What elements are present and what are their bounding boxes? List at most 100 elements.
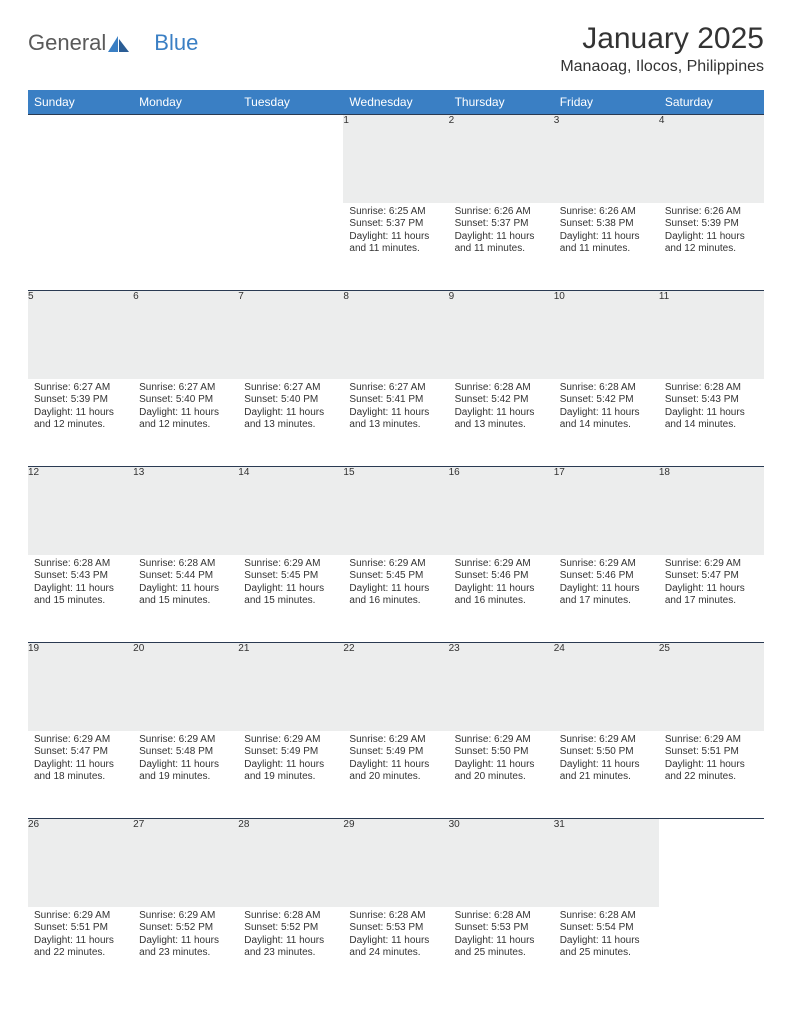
- day-cell: Sunrise: 6:29 AMSunset: 5:46 PMDaylight:…: [449, 555, 554, 643]
- daylight-text: and 13 minutes.: [349, 419, 442, 432]
- daylight-text: and 24 minutes.: [349, 947, 442, 960]
- empty-cell: [133, 203, 238, 291]
- daynum-row: 567891011: [28, 291, 764, 379]
- day-number: 8: [343, 291, 448, 379]
- sunset-text: Sunset: 5:42 PM: [455, 394, 548, 407]
- day-number: 15: [343, 467, 448, 555]
- day-header: Tuesday: [238, 90, 343, 115]
- daylight-text: Daylight: 11 hours: [560, 407, 653, 420]
- day-cell-body: Sunrise: 6:29 AMSunset: 5:45 PMDaylight:…: [343, 555, 448, 614]
- daylight-text: and 25 minutes.: [455, 947, 548, 960]
- empty-cell: [28, 203, 133, 291]
- day-header: Sunday: [28, 90, 133, 115]
- day-number: 5: [28, 291, 133, 379]
- sunrise-text: Sunrise: 6:28 AM: [349, 910, 442, 923]
- sunrise-text: Sunrise: 6:28 AM: [560, 910, 653, 923]
- day-number: 28: [238, 819, 343, 907]
- day-cell: Sunrise: 6:28 AMSunset: 5:43 PMDaylight:…: [659, 379, 764, 467]
- sunrise-text: Sunrise: 6:28 AM: [455, 382, 548, 395]
- day-cell-body: Sunrise: 6:26 AMSunset: 5:38 PMDaylight:…: [554, 203, 659, 262]
- daynum-row: 262728293031: [28, 819, 764, 907]
- empty-daynum: [238, 115, 343, 203]
- daylight-text: and 11 minutes.: [560, 243, 653, 256]
- day-cell: Sunrise: 6:27 AMSunset: 5:40 PMDaylight:…: [238, 379, 343, 467]
- day-cell-body: Sunrise: 6:28 AMSunset: 5:43 PMDaylight:…: [659, 379, 764, 438]
- sunrise-text: Sunrise: 6:27 AM: [244, 382, 337, 395]
- daylight-text: Daylight: 11 hours: [244, 935, 337, 948]
- daylight-text: Daylight: 11 hours: [665, 759, 758, 772]
- sunset-text: Sunset: 5:39 PM: [34, 394, 127, 407]
- sunrise-text: Sunrise: 6:29 AM: [560, 734, 653, 747]
- day-cell: Sunrise: 6:29 AMSunset: 5:45 PMDaylight:…: [343, 555, 448, 643]
- sunrise-text: Sunrise: 6:28 AM: [139, 558, 232, 571]
- day-cell-body: Sunrise: 6:26 AMSunset: 5:37 PMDaylight:…: [449, 203, 554, 262]
- daylight-text: and 23 minutes.: [139, 947, 232, 960]
- day-cell-body: Sunrise: 6:29 AMSunset: 5:46 PMDaylight:…: [449, 555, 554, 614]
- day-number: 17: [554, 467, 659, 555]
- sunrise-text: Sunrise: 6:28 AM: [560, 382, 653, 395]
- day-cell-body: Sunrise: 6:29 AMSunset: 5:49 PMDaylight:…: [343, 731, 448, 790]
- day-cell-body: Sunrise: 6:28 AMSunset: 5:43 PMDaylight:…: [28, 555, 133, 614]
- empty-daynum: [133, 115, 238, 203]
- week-row: Sunrise: 6:27 AM Sunset: 5:39 PM Daylight:…: [28, 379, 764, 467]
- day-number: 22: [343, 643, 448, 731]
- day-number: 27: [133, 819, 238, 907]
- daylight-text: and 13 minutes.: [455, 419, 548, 432]
- day-cell-body: Sunrise: 6:29 AMSunset: 5:50 PMDaylight:…: [449, 731, 554, 790]
- logo: General Blue: [28, 22, 198, 56]
- day-cell: Sunrise: 6:28 AMSunset: 5:53 PMDaylight:…: [343, 907, 448, 995]
- sunset-text: Sunset: 5:53 PM: [349, 922, 442, 935]
- empty-daynum: [28, 115, 133, 203]
- empty-cell: [238, 203, 343, 291]
- daylight-text: and 20 minutes.: [349, 771, 442, 784]
- sunrise-text: Sunrise: 6:29 AM: [349, 558, 442, 571]
- sunset-text: Sunset: 5:45 PM: [349, 570, 442, 583]
- sunset-text: Sunset: 5:52 PM: [139, 922, 232, 935]
- sunset-text: Sunset: 5:40 PM: [139, 394, 232, 407]
- sunset-text: Sunset: 5:53 PM: [455, 922, 548, 935]
- sunset-text: Sunset: 5:50 PM: [455, 746, 548, 759]
- sunset-text: Sunset: 5:48 PM: [139, 746, 232, 759]
- daylight-text: and 16 minutes.: [349, 595, 442, 608]
- sunset-text: Sunset: 5:51 PM: [34, 922, 127, 935]
- sunrise-text: Sunrise: 6:29 AM: [665, 558, 758, 571]
- daylight-text: and 15 minutes.: [139, 595, 232, 608]
- day-cell: Sunrise: 6:25 AMSunset: 5:37 PMDaylight:…: [343, 203, 448, 291]
- day-number: 26: [28, 819, 133, 907]
- sunset-text: Sunset: 5:40 PM: [244, 394, 337, 407]
- daylight-text: Daylight: 11 hours: [560, 759, 653, 772]
- sunset-text: Sunset: 5:47 PM: [34, 746, 127, 759]
- sunset-text: Sunset: 5:46 PM: [560, 570, 653, 583]
- day-number: 19: [28, 643, 133, 731]
- daynum-row: 1234: [28, 115, 764, 203]
- day-cell: Sunrise: 6:29 AMSunset: 5:50 PMDaylight:…: [554, 731, 659, 819]
- daylight-text: and 25 minutes.: [560, 947, 653, 960]
- month-title: January 2025: [560, 22, 764, 56]
- day-number: 24: [554, 643, 659, 731]
- sunrise-text: Sunrise: 6:29 AM: [244, 558, 337, 571]
- sunrise-text: Sunrise: 6:26 AM: [560, 206, 653, 219]
- day-cell-body: Sunrise: 6:29 AMSunset: 5:47 PMDaylight:…: [28, 731, 133, 790]
- day-number: 18: [659, 467, 764, 555]
- daylight-text: Daylight: 11 hours: [349, 407, 442, 420]
- daylight-text: and 18 minutes.: [34, 771, 127, 784]
- sunset-text: Sunset: 5:47 PM: [665, 570, 758, 583]
- day-cell-body: Sunrise: 6:28 AMSunset: 5:53 PMDaylight:…: [343, 907, 448, 966]
- sunrise-text: Sunrise: 6:29 AM: [455, 558, 548, 571]
- daylight-text: Daylight: 11 hours: [349, 583, 442, 596]
- daylight-text: Daylight: 11 hours: [349, 759, 442, 772]
- sunrise-text: Sunrise: 6:28 AM: [455, 910, 548, 923]
- page-header: General Blue January 2025 Manaoag, Iloco…: [28, 22, 764, 80]
- calendar-table: SundayMondayTuesdayWednesdayThursdayFrid…: [28, 90, 764, 995]
- day-number: 29: [343, 819, 448, 907]
- sunrise-text: Sunrise: 6:27 AM: [349, 382, 442, 395]
- daylight-text: and 12 minutes.: [139, 419, 232, 432]
- daylight-text: and 12 minutes.: [34, 419, 127, 432]
- daynum-row: 19202122232425: [28, 643, 764, 731]
- day-cell: Sunrise: 6:29 AMSunset: 5:49 PMDaylight:…: [238, 731, 343, 819]
- daylight-text: Daylight: 11 hours: [34, 583, 127, 596]
- sunset-text: Sunset: 5:49 PM: [349, 746, 442, 759]
- day-cell: Sunrise: 6:28 AMSunset: 5:42 PMDaylight:…: [449, 379, 554, 467]
- daylight-text: and 20 minutes.: [455, 771, 548, 784]
- daylight-text: Daylight: 11 hours: [349, 935, 442, 948]
